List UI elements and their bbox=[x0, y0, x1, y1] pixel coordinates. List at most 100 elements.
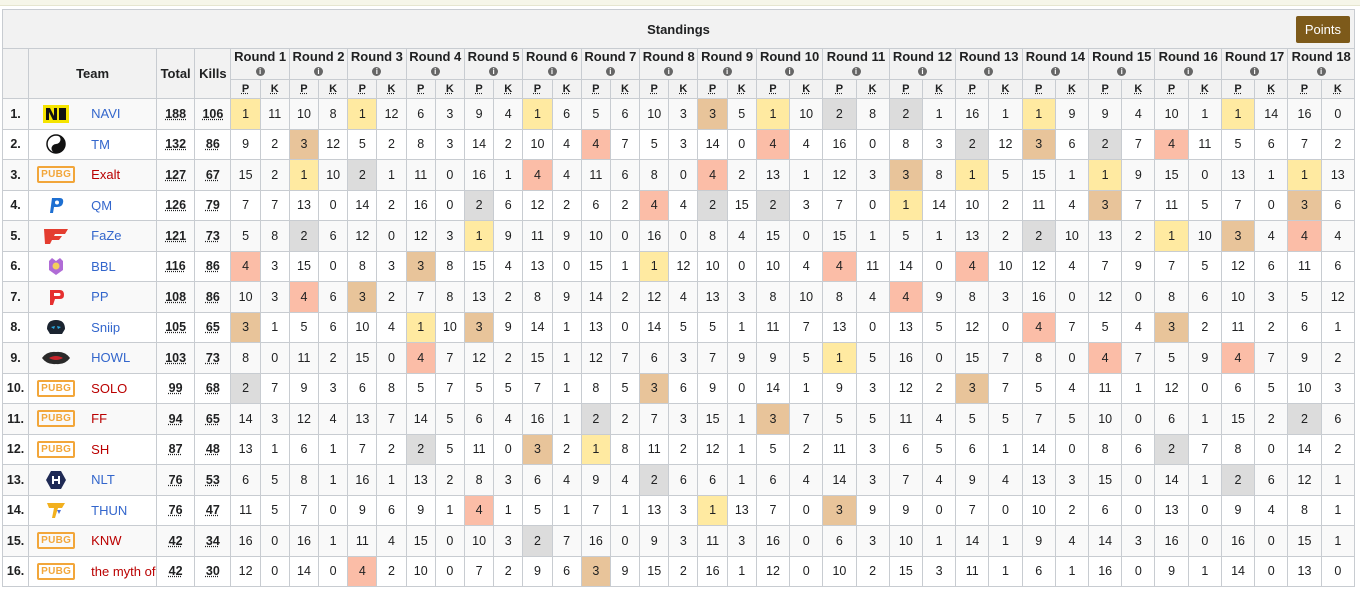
team-name-link[interactable]: THUN bbox=[91, 502, 128, 518]
navi-logo[interactable] bbox=[37, 103, 75, 125]
team-name-link[interactable]: NLT bbox=[91, 472, 115, 488]
pubg-logo[interactable]: PUBG bbox=[37, 560, 76, 582]
round-placement-cell: 8 bbox=[755, 281, 791, 313]
info-icon[interactable]: i bbox=[605, 67, 615, 76]
round-placement-cell: 14 bbox=[230, 403, 261, 435]
team-name-link[interactable]: NAVI bbox=[91, 106, 121, 122]
k-column-header: K bbox=[868, 83, 877, 95]
info-icon[interactable]: i bbox=[917, 67, 927, 76]
team-name-link[interactable]: SOLO bbox=[91, 380, 128, 396]
round-placement-cell: 4 bbox=[1220, 342, 1256, 374]
pp-logo[interactable] bbox=[37, 286, 75, 308]
round-placement-cell: 1 bbox=[230, 98, 261, 130]
info-icon[interactable]: i bbox=[1183, 67, 1193, 76]
kills-header[interactable]: Kills bbox=[194, 48, 232, 99]
info-icon[interactable]: i bbox=[314, 67, 324, 76]
team-name-link[interactable]: BBL bbox=[91, 258, 116, 274]
info-icon[interactable]: i bbox=[547, 67, 557, 76]
round-header-12: Round 12 i bbox=[888, 48, 957, 80]
sniip-logo[interactable] bbox=[37, 316, 75, 338]
faze-logo[interactable] bbox=[37, 225, 75, 247]
info-icon[interactable]: i bbox=[851, 67, 861, 76]
team-cell: PUBG Exalt bbox=[28, 159, 157, 191]
round-kills-cell: 1 bbox=[259, 433, 290, 465]
round-kills-cell: 2 bbox=[1254, 311, 1289, 343]
round-kills-cell: 9 bbox=[609, 555, 641, 587]
round-kills-cell: 1 bbox=[1054, 159, 1090, 191]
team-header[interactable]: Team bbox=[28, 48, 157, 99]
round-placement-cell: 11 bbox=[822, 433, 857, 465]
round-kills-cell: 5 bbox=[921, 311, 957, 343]
info-icon[interactable]: i bbox=[489, 67, 499, 76]
round-placement-cell: 2 bbox=[1021, 220, 1056, 252]
round-placement-cell: 11 bbox=[1088, 372, 1123, 404]
round-placement-cell: 12 bbox=[639, 281, 670, 313]
team-name-link[interactable]: QM bbox=[91, 197, 113, 213]
round-placement-cell: 2 bbox=[888, 98, 923, 130]
qm-logo[interactable] bbox=[37, 194, 75, 216]
team-name-link[interactable]: Exalt bbox=[91, 167, 121, 183]
team-name-link[interactable]: HOWL bbox=[91, 350, 131, 366]
pubg-logo[interactable]: PUBG bbox=[37, 530, 76, 552]
points-button[interactable]: Points bbox=[1295, 16, 1350, 43]
round-kills-cell: 7 bbox=[376, 403, 407, 435]
info-icon[interactable]: i bbox=[1117, 67, 1127, 76]
round-placement-cell: 10 bbox=[230, 281, 261, 313]
info-icon[interactable]: i bbox=[785, 67, 795, 76]
howl-logo[interactable] bbox=[37, 347, 75, 369]
total-kills-cell: 106 bbox=[194, 98, 232, 130]
round-placement-cell: 9 bbox=[822, 372, 857, 404]
bbl-logo[interactable] bbox=[37, 255, 75, 277]
round-placement-cell: 4 bbox=[822, 250, 857, 282]
round-placement-cell: 2 bbox=[1154, 433, 1189, 465]
team-name-link[interactable]: PP bbox=[91, 289, 109, 305]
round-placement-cell: 15 bbox=[697, 403, 728, 435]
round-subheader: K bbox=[1187, 79, 1222, 99]
team-name-link[interactable]: Sniip bbox=[91, 319, 121, 335]
round-kills-cell: 4 bbox=[493, 98, 524, 130]
round-placement-cell: 2 bbox=[347, 159, 378, 191]
rank-header bbox=[1, 48, 30, 99]
team-name-link[interactable]: the myth of bbox=[91, 563, 156, 579]
round-placement-cell: 2 bbox=[697, 189, 728, 221]
round-kills-cell: 0 bbox=[434, 555, 465, 587]
round-kills-cell: 3 bbox=[668, 494, 699, 526]
round-kills-cell: 1 bbox=[988, 98, 1023, 130]
info-icon[interactable]: i bbox=[722, 67, 732, 76]
round-placement-cell: 13 bbox=[697, 281, 728, 313]
total-points-cell: 127 bbox=[155, 159, 196, 191]
p-column-header: P bbox=[1234, 83, 1242, 95]
info-icon[interactable]: i bbox=[1050, 67, 1060, 76]
team-name-link[interactable]: KNW bbox=[91, 533, 122, 549]
info-icon[interactable]: i bbox=[1316, 67, 1326, 76]
total-header[interactable]: Total bbox=[155, 48, 196, 99]
round-kills-cell: 2 bbox=[551, 189, 582, 221]
round-kills-cell: 10 bbox=[1054, 220, 1090, 252]
round-placement-cell: 14 bbox=[822, 464, 857, 496]
tm-logo[interactable] bbox=[37, 133, 75, 155]
round-placement-cell: 7 bbox=[822, 189, 857, 221]
pubg-logo[interactable]: PUBG bbox=[37, 377, 76, 399]
round-kills-cell: 0 bbox=[668, 220, 699, 252]
info-icon[interactable]: i bbox=[664, 67, 674, 76]
round-kills-cell: 2 bbox=[988, 220, 1023, 252]
team-name-link[interactable]: FF bbox=[91, 411, 108, 427]
pubg-logo[interactable]: PUBG bbox=[37, 164, 76, 186]
round-kills-cell: 1 bbox=[1320, 525, 1356, 557]
info-icon[interactable]: i bbox=[430, 67, 440, 76]
pubg-logo[interactable]: PUBG bbox=[37, 408, 76, 430]
info-icon[interactable]: i bbox=[372, 67, 382, 76]
thun-logo[interactable] bbox=[37, 499, 75, 521]
team-name-link[interactable]: FaZe bbox=[91, 228, 122, 244]
round-placement-cell: 12 bbox=[1154, 372, 1189, 404]
info-icon[interactable]: i bbox=[255, 67, 265, 76]
round-placement-cell: 7 bbox=[955, 494, 990, 526]
round-kills-cell: 3 bbox=[1320, 372, 1356, 404]
pubg-logo[interactable]: PUBG bbox=[37, 438, 76, 460]
team-name-link[interactable]: TM bbox=[91, 136, 110, 152]
team-name-link[interactable]: SH bbox=[91, 441, 110, 457]
round-kills-cell: 0 bbox=[1054, 342, 1090, 374]
nlt-logo[interactable] bbox=[37, 469, 75, 491]
info-icon[interactable]: i bbox=[1250, 67, 1260, 76]
info-icon[interactable]: i bbox=[984, 67, 994, 76]
